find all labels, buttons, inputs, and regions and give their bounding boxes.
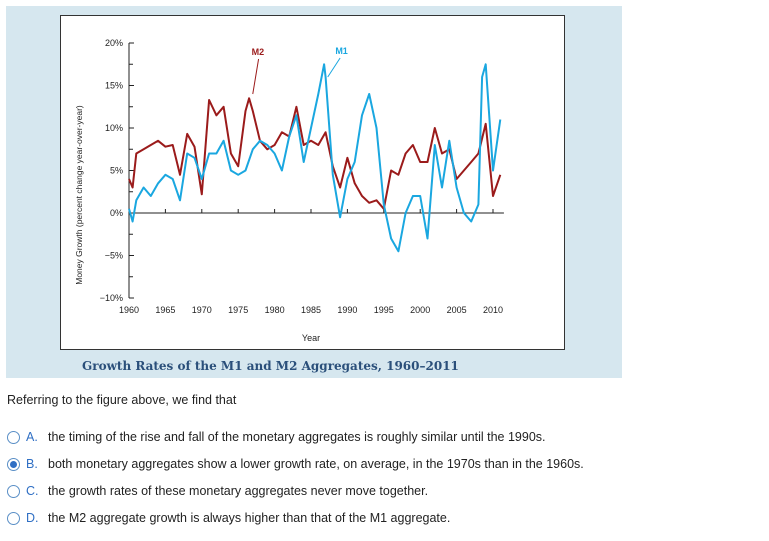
x-tick-label: 2005 (447, 305, 467, 315)
question-text: Referring to the figure above, we find t… (7, 393, 237, 407)
y-tick-label: 20% (105, 38, 123, 48)
x-tick-label: 1960 (119, 305, 139, 315)
chart-frame (60, 15, 565, 350)
m1-arrow (327, 57, 341, 78)
x-tick-label: 1970 (192, 305, 212, 315)
answer-option-d[interactable]: D. the M2 aggregate growth is always high… (7, 511, 450, 525)
series-label-m2: M2 (252, 47, 265, 57)
answer-option-b[interactable]: B. both monetary aggregates show a lower … (7, 457, 584, 471)
x-tick-label: 1995 (374, 305, 394, 315)
series-line-m1 (128, 63, 502, 253)
option-letter: C. (26, 484, 39, 498)
option-letter: A. (26, 430, 38, 444)
answer-option-a[interactable]: A. the timing of the rise and fall of the… (7, 430, 546, 444)
radio-button[interactable] (7, 511, 20, 525)
option-text: both monetary aggregates show a lower gr… (48, 457, 584, 471)
x-tick-label: 2000 (410, 305, 430, 315)
radio-selected-dot (10, 460, 17, 468)
y-tick-label: −10% (100, 293, 123, 303)
x-tick-label: 1990 (337, 305, 357, 315)
y-axis-label: Money Growth (percent change year-over-y… (74, 105, 84, 285)
y-tick-label: 15% (105, 81, 123, 91)
radio-button[interactable] (7, 457, 20, 471)
series-label-m1: M1 (335, 46, 348, 56)
y-tick-label: 10% (105, 123, 123, 133)
option-text: the growth rates of these monetary aggre… (48, 484, 429, 498)
y-tick-label: 0% (110, 208, 123, 218)
figure-caption: Growth Rates of the M1 and M2 Aggregates… (82, 359, 459, 373)
x-tick-label: 1985 (301, 305, 321, 315)
y-tick-label: 5% (110, 166, 123, 176)
option-letter: B. (26, 457, 38, 471)
radio-button[interactable] (7, 430, 20, 444)
answer-option-c[interactable]: C. the growth rates of these monetary agg… (7, 484, 428, 498)
option-text: the timing of the rise and fall of the m… (48, 430, 546, 444)
y-tick-label: −5% (105, 251, 123, 261)
x-axis-label: Year (302, 333, 320, 343)
radio-button[interactable] (7, 484, 20, 498)
m2-arrow (252, 58, 260, 95)
option-letter: D. (26, 511, 39, 525)
x-tick-label: 1980 (265, 305, 285, 315)
x-tick-label: 2010 (483, 305, 503, 315)
x-tick-label: 1965 (155, 305, 175, 315)
x-tick-label: 1975 (228, 305, 248, 315)
option-text: the M2 aggregate growth is always higher… (48, 511, 451, 525)
money-growth-chart: 20% 15% 10% 5% 0% −5% −10% 1960 1965 1970 1975 1980… (74, 38, 504, 343)
